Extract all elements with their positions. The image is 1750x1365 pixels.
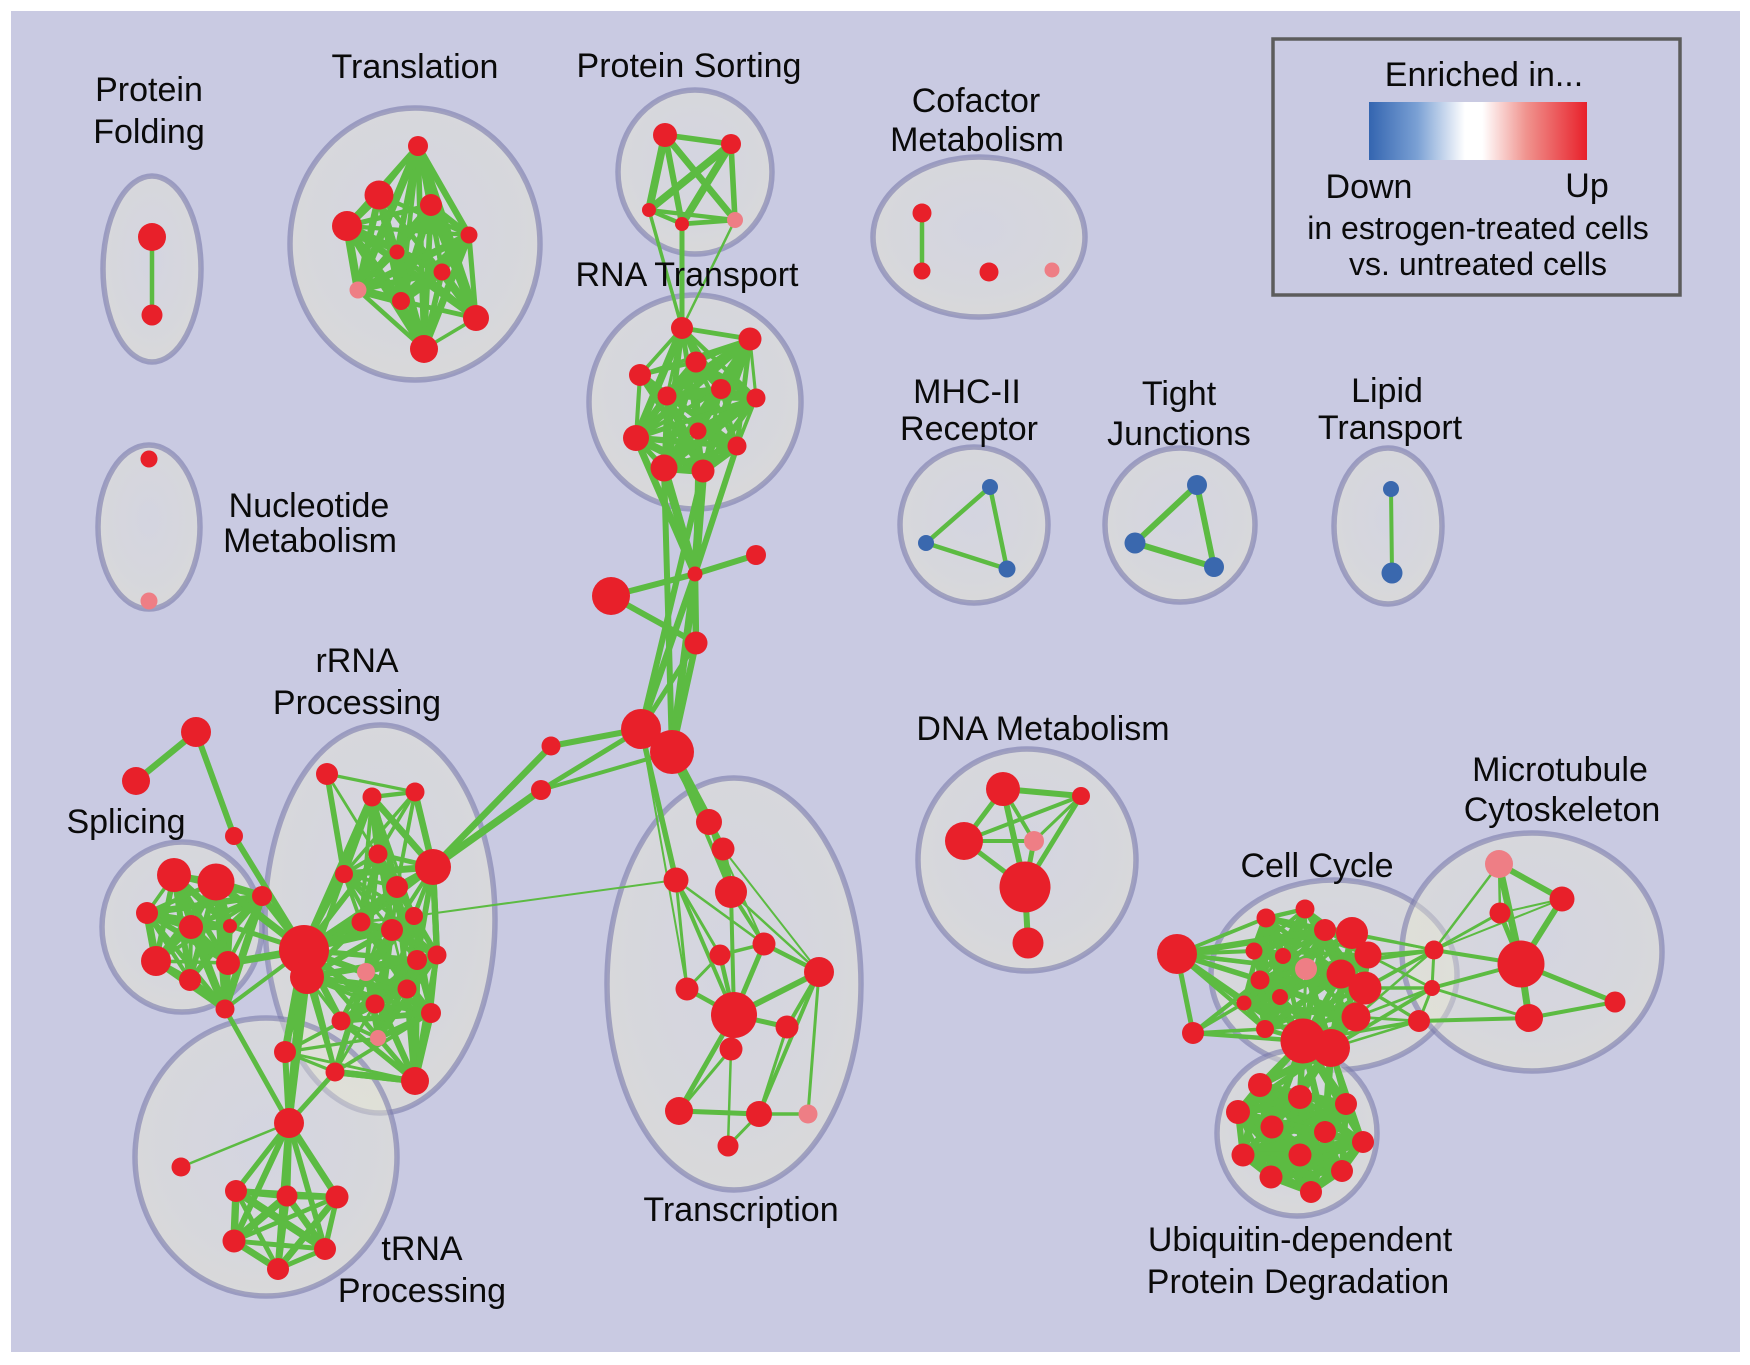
svg-text:vs. untreated cells: vs. untreated cells [1349, 246, 1607, 282]
svg-text:Protein Degradation: Protein Degradation [1147, 1263, 1449, 1301]
svg-text:Metabolism: Metabolism [890, 121, 1064, 159]
svg-text:Transcription: Transcription [643, 1191, 838, 1229]
svg-text:Nucleotide: Nucleotide [229, 487, 390, 525]
svg-text:Processing: Processing [273, 684, 441, 722]
svg-text:MHC-II: MHC-II [913, 373, 1021, 411]
svg-text:Enriched in...: Enriched in... [1385, 56, 1583, 94]
svg-text:Microtubule: Microtubule [1472, 751, 1648, 789]
svg-text:Folding: Folding [93, 113, 205, 151]
svg-text:Processing: Processing [338, 1272, 506, 1310]
svg-text:RNA Transport: RNA Transport [576, 256, 800, 294]
svg-text:Lipid: Lipid [1351, 372, 1423, 410]
svg-text:Transport: Transport [1318, 409, 1463, 447]
svg-text:Junctions: Junctions [1107, 415, 1251, 453]
svg-text:Up: Up [1565, 167, 1608, 205]
svg-text:Translation: Translation [332, 48, 499, 86]
svg-text:Cell Cycle: Cell Cycle [1240, 847, 1393, 885]
svg-text:rRNA: rRNA [315, 642, 398, 680]
svg-text:Splicing: Splicing [66, 803, 185, 841]
svg-text:Protein: Protein [95, 71, 203, 109]
svg-text:Metabolism: Metabolism [223, 522, 397, 560]
svg-text:Receptor: Receptor [900, 410, 1038, 448]
svg-text:Tight: Tight [1142, 375, 1217, 413]
svg-text:Ubiquitin-dependent: Ubiquitin-dependent [1148, 1221, 1453, 1259]
svg-text:Cytoskeleton: Cytoskeleton [1464, 791, 1661, 829]
svg-text:tRNA: tRNA [381, 1230, 463, 1268]
svg-text:DNA Metabolism: DNA Metabolism [916, 710, 1169, 748]
svg-text:Cofactor: Cofactor [912, 82, 1041, 120]
svg-text:Down: Down [1326, 168, 1413, 206]
svg-text:in estrogen-treated cells: in estrogen-treated cells [1307, 210, 1649, 246]
svg-text:Protein Sorting: Protein Sorting [577, 47, 802, 85]
